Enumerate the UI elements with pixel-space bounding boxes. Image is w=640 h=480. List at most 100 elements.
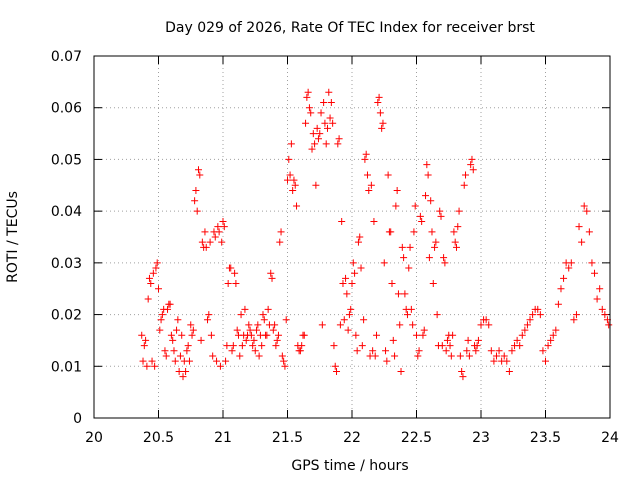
data-point <box>201 228 209 236</box>
data-point <box>167 331 175 339</box>
data-point <box>409 321 417 329</box>
data-point <box>242 336 250 344</box>
data-point <box>251 347 259 355</box>
data-point <box>451 238 459 246</box>
data-point <box>191 197 199 205</box>
x-tick-label: 23 <box>472 430 490 446</box>
data-point <box>334 140 342 148</box>
data-point <box>204 316 212 324</box>
data-point <box>452 243 460 251</box>
data-point <box>323 124 331 132</box>
data-point <box>219 217 227 225</box>
x-tick-label: 21 <box>214 430 232 446</box>
data-point <box>347 305 355 313</box>
data-point <box>207 331 215 339</box>
data-point <box>215 228 223 236</box>
data-point <box>259 311 267 319</box>
data-point <box>305 104 313 112</box>
data-point <box>425 254 433 262</box>
data-point <box>211 233 219 241</box>
data-point <box>353 347 361 355</box>
data-point <box>313 124 321 132</box>
data-point <box>325 88 333 96</box>
data-point <box>474 336 482 344</box>
data-point <box>312 181 320 189</box>
data-point <box>327 99 335 107</box>
data-point <box>495 347 503 355</box>
data-point <box>290 176 298 184</box>
data-point <box>473 342 481 350</box>
data-point <box>329 119 337 127</box>
data-point <box>429 280 437 288</box>
data-point <box>233 326 241 334</box>
data-point <box>593 295 601 303</box>
data-point <box>383 357 391 365</box>
data-point <box>565 264 573 272</box>
data-point <box>232 280 240 288</box>
data-point <box>276 238 284 246</box>
data-point <box>358 342 366 350</box>
x-tick-label: 20.5 <box>143 430 174 446</box>
data-point <box>345 311 353 319</box>
data-point <box>547 336 555 344</box>
data-point <box>467 161 475 169</box>
data-point <box>411 202 419 210</box>
data-point <box>349 259 357 267</box>
data-point <box>437 212 445 220</box>
data-point <box>436 207 444 215</box>
data-point <box>357 264 365 272</box>
data-point <box>236 352 244 360</box>
data-point <box>250 336 258 344</box>
data-point <box>487 347 495 355</box>
data-point <box>405 264 413 272</box>
data-point <box>572 311 580 319</box>
data-point <box>144 295 152 303</box>
data-point <box>518 331 526 339</box>
data-point <box>356 233 364 241</box>
data-point <box>268 274 276 282</box>
data-point <box>166 300 174 308</box>
data-point <box>170 347 178 355</box>
data-point <box>447 352 455 360</box>
data-point <box>570 316 578 324</box>
data-point <box>598 305 606 313</box>
data-point <box>583 207 591 215</box>
data-point <box>392 202 400 210</box>
data-point <box>505 367 513 375</box>
data-point <box>460 181 468 189</box>
data-point <box>427 197 435 205</box>
data-point <box>202 243 210 251</box>
data-point <box>158 311 166 319</box>
data-point <box>333 367 341 375</box>
data-point <box>331 362 339 370</box>
data-point <box>171 357 179 365</box>
data-point <box>246 326 254 334</box>
data-point <box>184 342 192 350</box>
data-point <box>552 326 560 334</box>
data-point <box>438 342 446 350</box>
data-point <box>456 352 464 360</box>
data-point <box>503 357 511 365</box>
data-point <box>560 274 568 282</box>
data-point <box>272 342 280 350</box>
data-point <box>222 357 230 365</box>
data-point <box>376 109 384 117</box>
data-point <box>197 336 205 344</box>
data-point <box>148 357 156 365</box>
data-point <box>192 186 200 194</box>
data-point <box>567 259 575 267</box>
plot-frame <box>93 55 611 419</box>
data-point <box>443 336 451 344</box>
y-tick-label: 0.06 <box>51 101 82 117</box>
data-point <box>218 238 226 246</box>
data-point <box>379 119 387 127</box>
data-point <box>477 321 485 329</box>
data-point <box>285 155 293 163</box>
data-point <box>432 238 440 246</box>
data-point <box>263 331 271 339</box>
data-point <box>585 228 593 236</box>
data-point <box>320 99 328 107</box>
data-point <box>267 269 275 277</box>
data-point <box>196 171 204 179</box>
data-point <box>371 352 379 360</box>
